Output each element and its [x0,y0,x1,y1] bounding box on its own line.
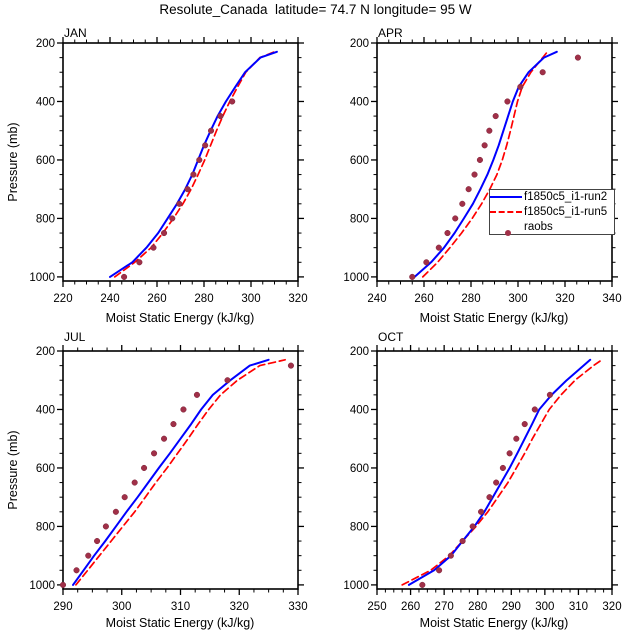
legend-item-run2: f1850c5_i1-run2 [490,190,614,204]
svg-text:200: 200 [350,346,369,358]
svg-text:600: 600 [350,155,369,167]
svg-text:400: 400 [350,404,369,416]
axis-ticks [57,345,304,595]
f1850c5_i1-run2-line [407,358,592,586]
panel-jan: 220 240 260 280 300 320 200 400 600 800 1000 [29,37,308,305]
legend-label-run2: f1850c5_i1-run2 [524,191,608,204]
panel-title-jul: JUL [64,330,86,344]
svg-text:280: 280 [194,293,213,305]
raobs-dots [419,391,553,588]
f1850c5_i1-run5-line [421,50,549,278]
svg-text:330: 330 [288,601,307,613]
axis-tick-labels: 240 260 280 300 320 340 200 400 600 800 1000 [343,38,621,305]
svg-text:300: 300 [508,293,527,305]
plot-frame [376,350,613,590]
svg-text:800: 800 [350,213,369,225]
svg-text:280: 280 [468,601,487,613]
svg-text:400: 400 [350,96,369,108]
svg-text:800: 800 [36,213,55,225]
f1850c5_i1-run2-line [413,50,558,278]
svg-text:290: 290 [502,601,521,613]
f1850c5_i1-run2-line [72,358,270,586]
f1850c5_i1-run5-line [113,50,276,278]
svg-text:240: 240 [100,293,119,305]
panel-apr: 240 260 280 300 320 340 200 400 600 800 1000 [343,37,622,305]
legend-item-raobs: raobs [490,220,614,236]
axis-tick-labels: 250 260 270 280 290 300 310 320 200 400 600 800 1000 [343,346,621,613]
svg-text:260: 260 [414,293,433,305]
plot-frame [376,42,613,282]
legend-dot-sample-raobs [490,223,522,236]
legend-label-raobs: raobs [524,220,553,233]
svg-text:260: 260 [147,293,166,305]
svg-text:200: 200 [36,346,55,358]
panel-title-oct: OCT [378,330,404,344]
svg-text:340: 340 [602,293,621,305]
svg-text:220: 220 [53,293,72,305]
legend-line-sample-run2 [490,196,522,199]
svg-text:290: 290 [53,601,72,613]
svg-text:1000: 1000 [29,272,55,284]
svg-text:250: 250 [367,601,386,613]
svg-text:320: 320 [230,601,249,613]
plot-frame [62,350,299,590]
panel-title-jan: JAN [64,26,87,40]
svg-text:300: 300 [535,601,554,613]
raobs-dots [121,98,236,280]
svg-text:600: 600 [36,155,55,167]
panel-jul: 290 300 310 320 330 200 400 600 800 1000 [29,345,308,613]
f1850c5_i1-run2-line [109,50,278,278]
legend-label-run5: f1850c5_i1-run5 [524,205,608,218]
x-axis-title-apr: Moist Static Energy (kJ/kg) [419,311,569,325]
panel-oct: 250 260 270 280 290 300 310 320 200 400 600 800 1000 [343,345,622,613]
svg-text:400: 400 [36,96,55,108]
x-axis-title-jan: Moist Static Energy (kJ/kg) [105,311,255,325]
svg-text:800: 800 [36,521,55,533]
svg-text:320: 320 [602,601,621,613]
x-axis-title-oct: Moist Static Energy (kJ/kg) [419,616,569,630]
svg-text:320: 320 [555,293,574,305]
legend-line-sample-run5 [490,210,522,213]
svg-text:300: 300 [112,601,131,613]
x-axis-title-jul: Moist Static Energy (kJ/kg) [105,616,255,630]
axis-ticks [371,37,618,287]
legend-item-run5: f1850c5_i1-run5 [490,205,614,219]
raobs-dot-icon [505,229,511,236]
legend: f1850c5_i1-run2 f1850c5_i1-run5 raobs [489,189,615,236]
raobs-dots [59,362,295,588]
axis-tick-labels: 290 300 310 320 330 200 400 600 800 1000 [29,346,307,613]
figure-title: Resolute_Canada latitude= 74.7 N longitu… [159,2,472,17]
axis-ticks [57,37,304,287]
svg-text:400: 400 [36,404,55,416]
svg-text:200: 200 [36,38,55,50]
svg-text:320: 320 [288,293,307,305]
svg-text:270: 270 [435,601,454,613]
raobs-dots [409,54,581,280]
svg-text:600: 600 [36,463,55,475]
svg-text:200: 200 [350,38,369,50]
svg-text:310: 310 [569,601,588,613]
svg-text:280: 280 [461,293,480,305]
svg-text:600: 600 [350,463,369,475]
svg-text:800: 800 [350,521,369,533]
svg-text:240: 240 [367,293,386,305]
plot-frame [62,42,299,282]
svg-text:310: 310 [171,601,190,613]
axis-ticks [371,345,618,595]
svg-text:260: 260 [401,601,420,613]
axis-tick-labels: 220 240 260 280 300 320 200 400 600 800 1000 [29,38,307,305]
f1850c5_i1-run5-line [401,358,603,586]
svg-text:300: 300 [241,293,260,305]
panel-title-apr: APR [378,26,403,40]
svg-text:1000: 1000 [29,580,55,592]
svg-text:1000: 1000 [343,272,369,284]
f1850c5_i1-run5-line [75,358,286,586]
svg-text:1000: 1000 [343,580,369,592]
